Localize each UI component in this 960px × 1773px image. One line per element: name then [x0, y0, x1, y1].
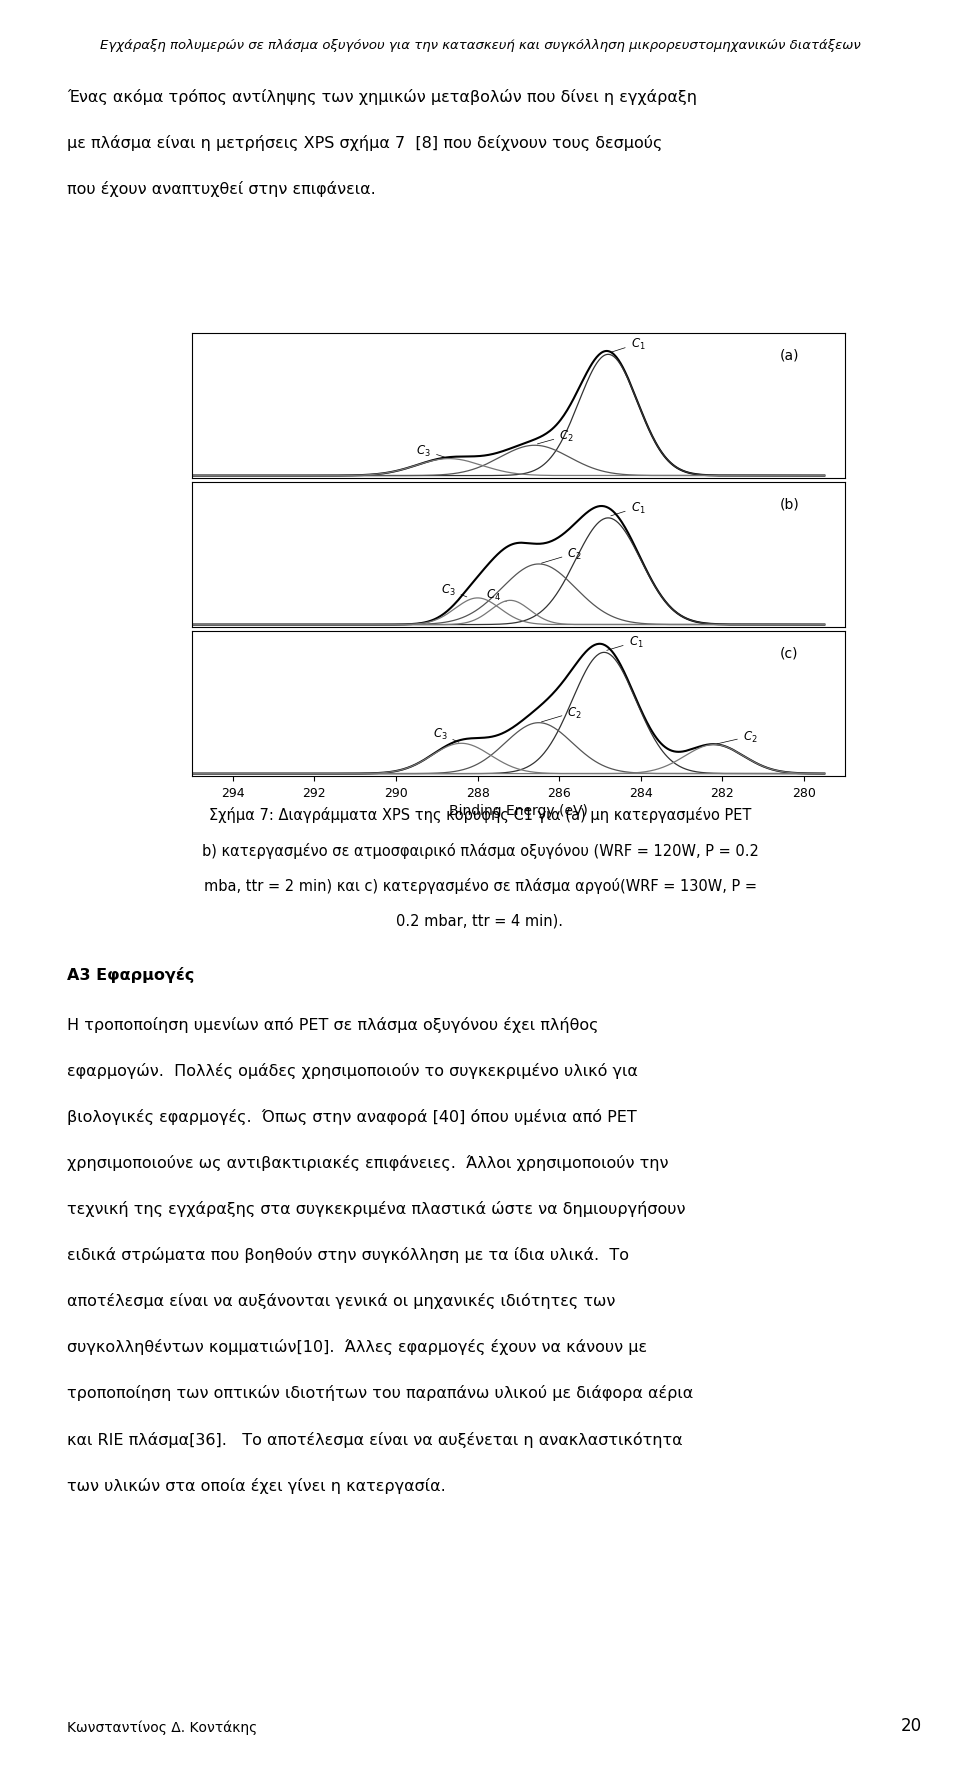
Text: $C_1$: $C_1$: [611, 337, 645, 353]
Text: ειδικά στρώματα που βοηθούν στην συγκόλληση με τα ίδια υλικά.  Το: ειδικά στρώματα που βοηθούν στην συγκόλλ…: [67, 1246, 629, 1262]
Text: Η τροποποίηση υμενίων από PET σε πλάσμα οξυγόνου έχει πλήθος: Η τροποποίηση υμενίων από PET σε πλάσμα …: [67, 1016, 599, 1032]
Text: με πλάσμα είναι η μετρήσεις XPS σχήμα 7  [8] που δείχνουν τους δεσμούς: με πλάσμα είναι η μετρήσεις XPS σχήμα 7 …: [67, 135, 662, 151]
Text: $C_2$: $C_2$: [541, 706, 582, 722]
Text: 0.2 mbar, ttr = 4 min).: 0.2 mbar, ttr = 4 min).: [396, 913, 564, 927]
Text: 20: 20: [900, 1716, 922, 1734]
Text: Σχήμα 7: Διαγράμματα XPS της κορυφής C1 για (a) μη κατεργασμένο PET: Σχήμα 7: Διαγράμματα XPS της κορυφής C1 …: [209, 807, 751, 823]
Text: $C_1$: $C_1$: [607, 635, 643, 651]
Text: (c): (c): [780, 645, 798, 660]
X-axis label: Binding Energy (eV): Binding Energy (eV): [449, 803, 588, 817]
Text: $C_2$: $C_2$: [538, 429, 574, 445]
Text: συγκολληθέντων κομματιών[10].  Άλλες εφαρμογές έχουν να κάνουν με: συγκολληθέντων κομματιών[10]. Άλλες εφαρ…: [67, 1339, 647, 1355]
Text: $C_4$: $C_4$: [486, 587, 506, 603]
Text: (b): (b): [780, 496, 800, 511]
Text: τεχνική της εγχάραξης στα συγκεκριμένα πλαστικά ώστε να δημιουργήσουν: τεχνική της εγχάραξης στα συγκεκριμένα π…: [67, 1200, 685, 1216]
Text: b) κατεργασμένο σε ατμοσφαιρικό πλάσμα οξυγόνου (WRF = 120W, P = 0.2: b) κατεργασμένο σε ατμοσφαιρικό πλάσμα ο…: [202, 842, 758, 858]
Text: mba, ttr = 2 min) και c) κατεργασμένο σε πλάσμα αργού(WRF = 130W, P =: mba, ttr = 2 min) και c) κατεργασμένο σε…: [204, 878, 756, 894]
Text: $C_1$: $C_1$: [611, 500, 645, 516]
Text: που έχουν αναπτυχθεί στην επιφάνεια.: που έχουν αναπτυχθεί στην επιφάνεια.: [67, 181, 376, 197]
Text: Ένας ακόμα τρόπος αντίληψης των χημικών μεταβολών που δίνει η εγχάραξη: Ένας ακόμα τρόπος αντίληψης των χημικών …: [67, 89, 697, 105]
Text: των υλικών στα οποία έχει γίνει η κατεργασία.: των υλικών στα οποία έχει γίνει η κατεργ…: [67, 1477, 446, 1493]
Text: και RIE πλάσμα[36].   Το αποτέλεσμα είναι να αυξένεται η ανακλαστικότητα: και RIE πλάσμα[36]. Το αποτέλεσμα είναι …: [67, 1431, 683, 1447]
Text: $C_3$: $C_3$: [433, 727, 459, 743]
Text: $C_3$: $C_3$: [417, 443, 446, 459]
Text: Α3 Εφαρμογές: Α3 Εφαρμογές: [67, 966, 195, 982]
Text: τροποποίηση των οπτικών ιδιοτήτων του παραπάνω υλικού με διάφορα αέρια: τροποποίηση των οπτικών ιδιοτήτων του πα…: [67, 1385, 693, 1401]
Text: Κωνσταντίνος Δ. Κοντάκης: Κωνσταντίνος Δ. Κοντάκης: [67, 1720, 257, 1734]
Text: αποτέλεσμα είναι να αυξάνονται γενικά οι μηχανικές ιδιότητες των: αποτέλεσμα είναι να αυξάνονται γενικά οι…: [67, 1293, 615, 1308]
Text: εφαρμογών.  Πολλές ομάδες χρησιμοποιούν το συγκεκριμένο υλικό για: εφαρμογών. Πολλές ομάδες χρησιμοποιούν τ…: [67, 1062, 638, 1078]
Text: χρησιμοποιούνε ως αντιβακτιριακές επιφάνειες.  Άλλοι χρησιμοποιούν την: χρησιμοποιούνε ως αντιβακτιριακές επιφάν…: [67, 1154, 669, 1170]
Text: βιολογικές εφαρμογές.  Όπως στην αναφορά [40] όπου υμένια από PET: βιολογικές εφαρμογές. Όπως στην αναφορά …: [67, 1108, 636, 1124]
Text: (a): (a): [780, 348, 799, 362]
Text: $C_2$: $C_2$: [541, 546, 582, 564]
Text: $C_3$: $C_3$: [441, 583, 467, 598]
Text: Εγχάραξη πολυμερών σε πλάσμα οξυγόνου για την κατασκευή και συγκόλληση μικρορευσ: Εγχάραξη πολυμερών σε πλάσμα οξυγόνου γι…: [100, 39, 860, 51]
Text: $C_2$: $C_2$: [717, 729, 757, 745]
